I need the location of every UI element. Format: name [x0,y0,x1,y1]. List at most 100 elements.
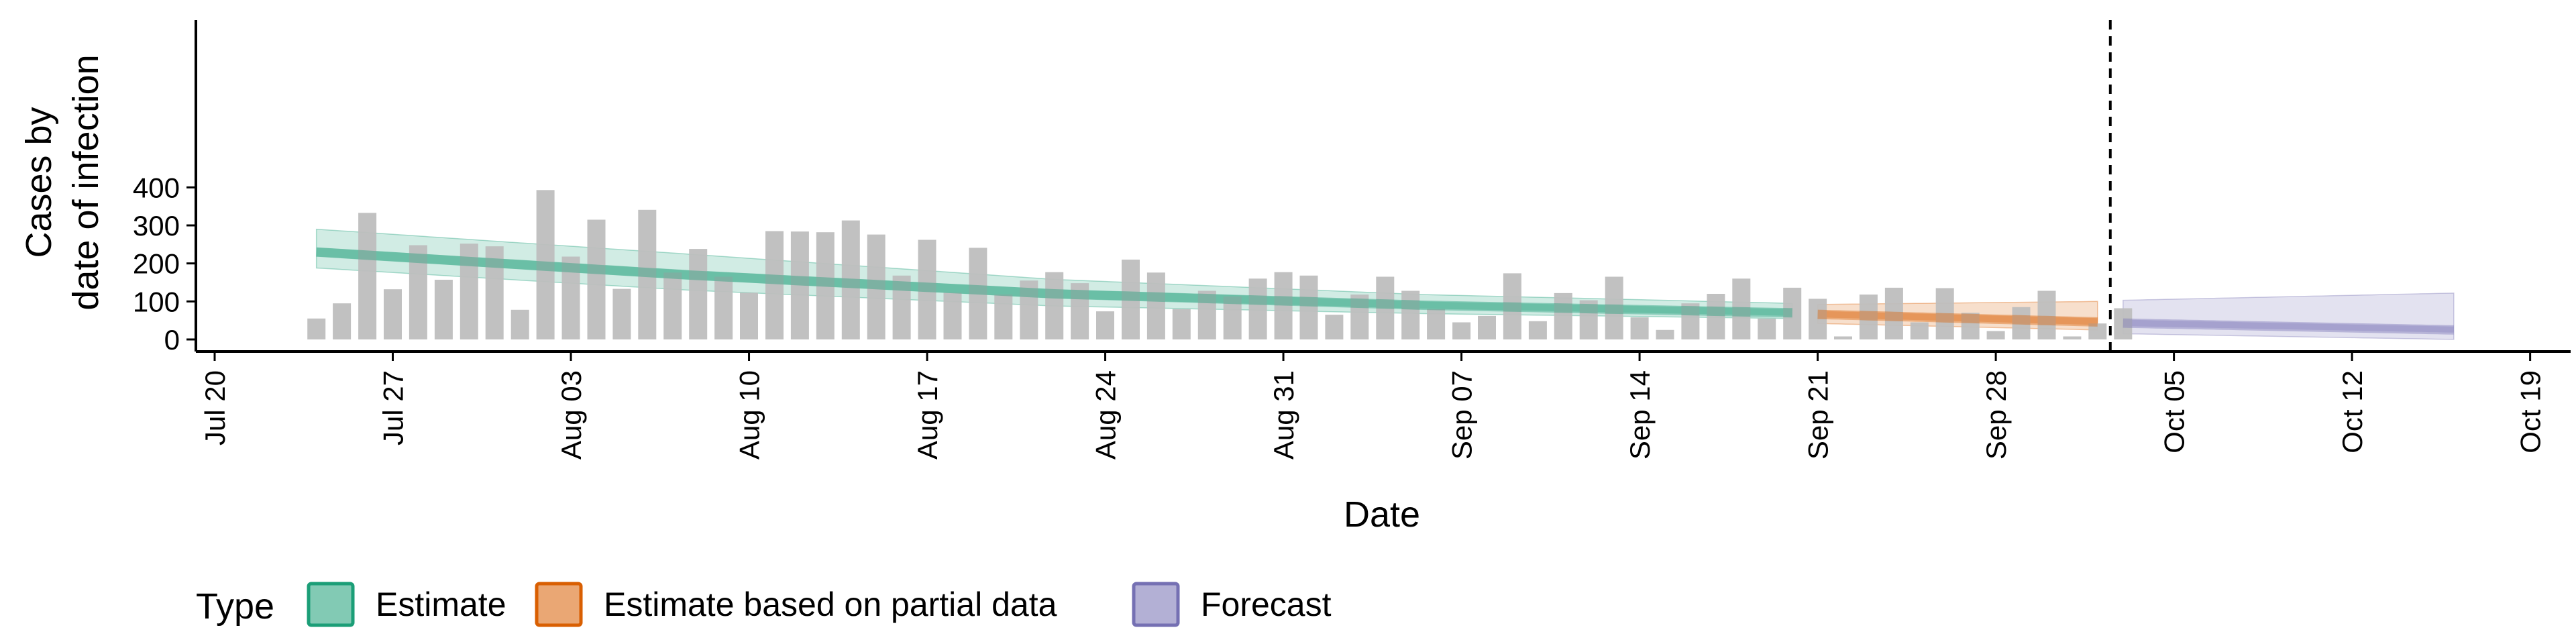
forecast-band-inner [2123,319,2454,333]
legend-title: Type [196,586,274,627]
legend-label: Estimate [376,586,506,623]
bar [1630,317,1649,339]
bar [1884,287,1903,339]
legend-swatch [307,582,355,627]
axes-layer: 0 100 200 300 400 Jul 20 Jul 27 Aug 03 Aug 10 Aug… [133,20,2571,460]
bar [1146,272,1165,339]
bar [434,280,453,339]
bar [1478,315,1496,339]
bar [1350,294,1369,339]
x-tick-label: Aug 10 [734,370,765,460]
y-tick-label: 300 [133,210,180,241]
x-axis-title: Date [1344,494,1420,535]
bar [1197,290,1216,339]
bar [841,220,860,339]
estimate-median-line [316,247,1792,318]
bar [1783,287,1802,339]
bar [358,213,377,339]
bar [384,289,402,339]
bars-layer [307,190,2133,339]
legend-item: Forecast [1132,582,1332,627]
bar [943,292,962,339]
x-tick-label: Aug 24 [1090,370,1122,460]
x-tick-label: Oct 05 [2159,370,2190,453]
bar [2063,336,2082,339]
y-axis-title: date of infection [66,54,106,310]
bar [1528,321,1547,339]
bar [1859,294,1878,339]
x-tick-label: Aug 17 [912,370,943,460]
bar [638,209,657,339]
legend-swatch [535,582,583,627]
bar [689,249,708,339]
bar [1554,292,1572,339]
bar [511,309,529,339]
bar [1961,313,1980,339]
bar [485,246,504,339]
bar [1605,276,1623,339]
bar [714,276,733,339]
x-tick-label: Sep 07 [1446,370,1478,460]
bar [994,294,1013,339]
y-tick-label: 200 [133,248,180,280]
bar [1732,278,1751,339]
bar [1172,309,1191,339]
bar [1503,273,1521,339]
y-axis-title: Cases by [19,107,59,258]
x-tick-label: Jul 27 [378,370,409,445]
bar [333,303,352,339]
bar [1681,303,1700,339]
x-tick-label: Aug 31 [1268,370,1299,460]
x-tick-label: Oct 19 [2515,370,2546,453]
bar [307,318,326,339]
legend-swatch [1132,582,1180,627]
legend-label: Estimate based on partial data [604,586,1057,623]
y-axis-title-line-1: Cases by [19,107,59,258]
bar [460,244,478,339]
bar [1427,309,1446,339]
bar [1071,283,1089,339]
bar [1223,297,1242,339]
bar [2037,290,2056,339]
estimate-band-inner [316,247,1792,316]
bar [1579,300,1598,339]
bar [1452,322,1471,339]
bar [790,231,809,339]
bar [765,231,784,339]
bar [1758,318,1776,339]
x-tick-label: Aug 03 [555,370,587,460]
bar [1045,272,1064,339]
bar [1299,275,1318,339]
legend: Type Estimate Estimate based on partial d… [196,582,1332,627]
bar [867,234,885,339]
x-tick-label: Oct 12 [2337,370,2368,453]
bar [816,232,835,339]
bar [1910,322,1929,339]
x-tick-label: Jul 20 [199,370,231,445]
y-tick-label: 100 [133,286,180,317]
forecast-median-line [2123,318,2454,335]
bar [1122,260,1140,339]
bar [1325,315,1344,339]
bar [409,245,427,339]
bar [2114,308,2133,339]
bar [612,288,631,339]
y-tick-label: 400 [133,172,180,203]
legend-item: Estimate based on partial data [535,582,1057,627]
bar [1096,311,1114,339]
bar [740,292,758,339]
legend-item: Estimate [307,582,506,627]
y-axis-title-line-2: date of infection [66,54,106,310]
legend-items: Estimate Estimate based on partial data Fo… [307,582,1332,627]
bar [1020,280,1038,339]
bar [1986,331,2005,339]
bar [1248,278,1267,339]
bar [1935,288,1954,339]
bar [536,190,555,339]
bar [663,272,682,339]
partial-median-line [1817,309,2098,327]
medians-layer [316,247,2454,335]
forecast-band-outer [2123,292,2455,340]
bar [1834,336,1852,339]
